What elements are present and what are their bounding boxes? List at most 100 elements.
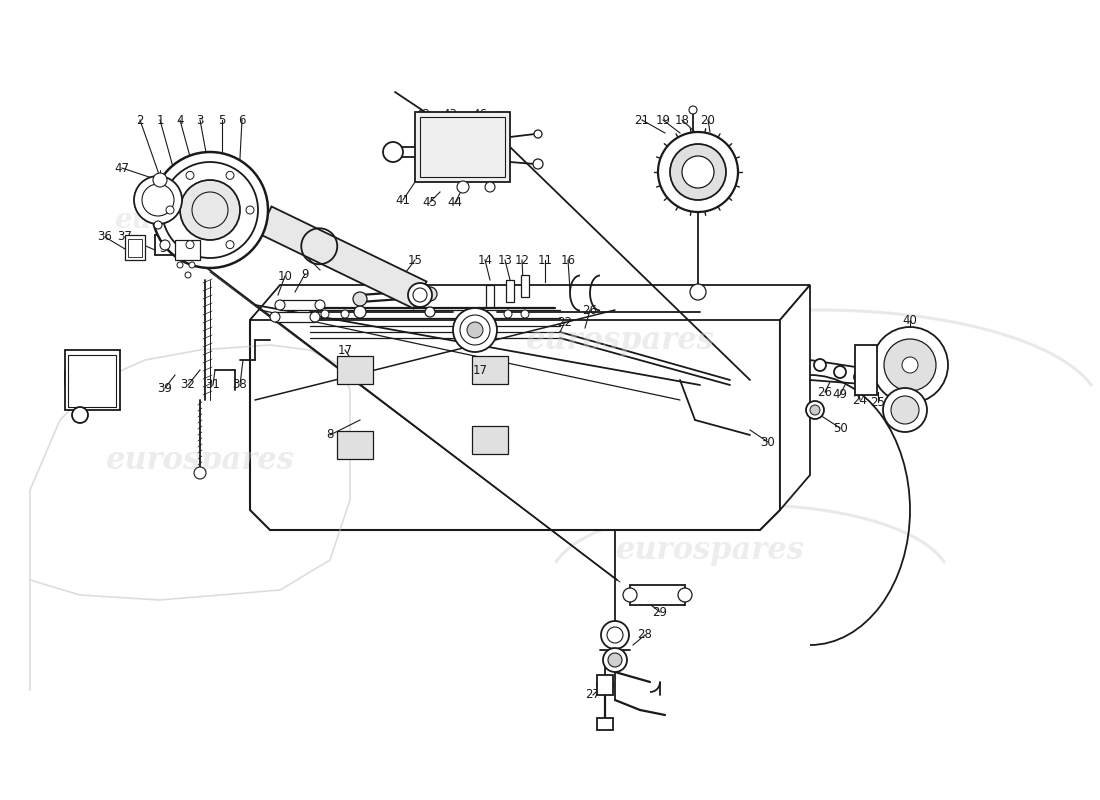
Circle shape (806, 401, 824, 419)
Text: 2: 2 (136, 114, 144, 126)
Text: 16: 16 (561, 254, 575, 266)
Text: 37: 37 (118, 230, 132, 243)
Bar (486, 285, 494, 307)
Circle shape (608, 653, 622, 667)
Text: 6: 6 (239, 114, 245, 126)
Polygon shape (250, 285, 810, 320)
Circle shape (623, 588, 637, 602)
Text: 41: 41 (396, 194, 410, 206)
Circle shape (154, 221, 162, 229)
Circle shape (152, 152, 268, 268)
Circle shape (189, 262, 195, 268)
Text: 31: 31 (206, 378, 220, 391)
Circle shape (468, 322, 483, 338)
Text: 48: 48 (930, 363, 945, 377)
Circle shape (408, 283, 432, 307)
Circle shape (383, 142, 403, 162)
Circle shape (872, 327, 948, 403)
Text: 19: 19 (656, 114, 671, 126)
Circle shape (534, 159, 543, 169)
Bar (506, 280, 514, 302)
Circle shape (534, 130, 542, 138)
Text: 14: 14 (477, 254, 493, 266)
Bar (597, 675, 613, 695)
Circle shape (521, 310, 529, 318)
Text: 30: 30 (760, 435, 775, 449)
Bar (275, 312, 315, 322)
Bar (472, 426, 508, 454)
Circle shape (354, 306, 366, 318)
Text: 35: 35 (65, 394, 79, 406)
Circle shape (186, 241, 194, 249)
Circle shape (689, 106, 697, 114)
Circle shape (353, 292, 367, 306)
Text: 25: 25 (870, 395, 886, 409)
Bar (521, 275, 529, 297)
Text: 20: 20 (701, 114, 715, 126)
Circle shape (160, 240, 170, 250)
Bar (855, 345, 877, 395)
Circle shape (134, 176, 182, 224)
Text: eurospares: eurospares (114, 206, 286, 234)
Circle shape (270, 312, 280, 322)
Text: 4: 4 (176, 114, 184, 126)
Circle shape (194, 467, 206, 479)
Bar (125, 235, 145, 260)
Text: 21: 21 (635, 114, 649, 126)
Bar (337, 431, 373, 459)
Circle shape (180, 180, 240, 240)
Text: 29: 29 (652, 606, 668, 618)
Bar (68, 355, 116, 407)
Circle shape (226, 241, 234, 249)
Circle shape (682, 156, 714, 188)
Text: 3: 3 (196, 114, 204, 126)
Bar (630, 585, 685, 605)
Circle shape (854, 371, 866, 383)
Circle shape (425, 307, 435, 317)
Text: 34: 34 (160, 242, 175, 255)
Bar (472, 356, 508, 384)
Bar (128, 239, 142, 257)
Circle shape (678, 588, 692, 602)
Text: 32: 32 (180, 378, 196, 391)
Text: 24: 24 (852, 394, 868, 406)
Bar (415, 112, 510, 182)
Circle shape (814, 359, 826, 371)
Text: 5: 5 (218, 114, 226, 126)
Circle shape (658, 132, 738, 212)
Text: 22: 22 (558, 315, 572, 329)
Circle shape (453, 308, 497, 352)
Circle shape (670, 144, 726, 200)
Circle shape (891, 396, 918, 424)
Text: 39: 39 (157, 382, 173, 394)
Text: 46: 46 (473, 109, 487, 122)
Bar (420, 117, 505, 177)
Text: 23: 23 (888, 394, 902, 406)
Text: 43: 43 (442, 109, 458, 122)
Text: 8: 8 (327, 429, 333, 442)
Circle shape (603, 648, 627, 672)
Text: 17: 17 (473, 363, 487, 377)
Bar (280, 300, 320, 310)
Text: 12: 12 (515, 254, 529, 266)
Text: eurospares: eurospares (616, 534, 804, 566)
Circle shape (321, 310, 329, 318)
Text: 17: 17 (338, 343, 352, 357)
Circle shape (177, 262, 183, 268)
Circle shape (186, 171, 194, 179)
Text: 42: 42 (416, 109, 430, 122)
Circle shape (883, 388, 927, 432)
Circle shape (315, 300, 324, 310)
Circle shape (597, 677, 613, 693)
Bar (175, 240, 200, 260)
Text: 26: 26 (583, 303, 597, 317)
Polygon shape (250, 300, 780, 530)
Circle shape (902, 357, 918, 373)
Text: 33: 33 (65, 366, 79, 378)
Text: 13: 13 (497, 254, 513, 266)
Text: 40: 40 (903, 314, 917, 326)
Text: 38: 38 (232, 378, 248, 391)
Circle shape (153, 173, 167, 187)
Circle shape (424, 287, 437, 301)
Circle shape (810, 405, 820, 415)
